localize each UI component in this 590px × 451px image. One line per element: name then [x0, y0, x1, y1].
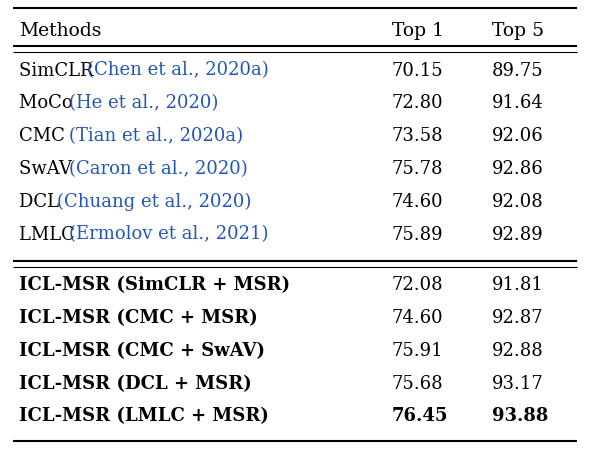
Text: 92.88: 92.88 — [491, 341, 543, 359]
Text: ICL-MSR (SimCLR + MSR): ICL-MSR (SimCLR + MSR) — [19, 276, 290, 294]
Text: ICL-MSR (CMC + MSR): ICL-MSR (CMC + MSR) — [19, 308, 258, 327]
Text: 72.80: 72.80 — [392, 94, 444, 112]
Text: (Caron et al., 2020): (Caron et al., 2020) — [69, 160, 248, 178]
Text: 75.78: 75.78 — [392, 160, 444, 178]
Text: 74.60: 74.60 — [392, 192, 444, 210]
Text: 89.75: 89.75 — [491, 61, 543, 79]
Text: MoCo: MoCo — [19, 94, 78, 112]
Text: ICL-MSR (CMC + SwAV): ICL-MSR (CMC + SwAV) — [19, 341, 265, 359]
Text: Methods: Methods — [19, 22, 101, 40]
Text: SimCLR: SimCLR — [19, 61, 99, 79]
Text: 74.60: 74.60 — [392, 308, 444, 327]
Text: 91.64: 91.64 — [491, 94, 543, 112]
Text: (Chen et al., 2020a): (Chen et al., 2020a) — [87, 61, 268, 79]
Text: (He et al., 2020): (He et al., 2020) — [69, 94, 218, 112]
Text: 75.68: 75.68 — [392, 374, 444, 392]
Text: 92.87: 92.87 — [491, 308, 543, 327]
Text: 75.91: 75.91 — [392, 341, 444, 359]
Text: 70.15: 70.15 — [392, 61, 444, 79]
Text: ICL-MSR (LMLC + MSR): ICL-MSR (LMLC + MSR) — [19, 406, 269, 424]
Text: 92.08: 92.08 — [491, 192, 543, 210]
Text: CMC: CMC — [19, 127, 71, 145]
Text: (Tian et al., 2020a): (Tian et al., 2020a) — [69, 127, 243, 145]
Text: 91.81: 91.81 — [491, 276, 543, 294]
Text: Top 1: Top 1 — [392, 22, 444, 40]
Text: 92.89: 92.89 — [491, 225, 543, 243]
Text: 92.86: 92.86 — [491, 160, 543, 178]
Text: SwAV: SwAV — [19, 160, 78, 178]
Text: DCL: DCL — [19, 192, 65, 210]
Text: 76.45: 76.45 — [392, 406, 448, 424]
Text: Top 5: Top 5 — [491, 22, 544, 40]
Text: 93.17: 93.17 — [491, 374, 543, 392]
Text: LMLC: LMLC — [19, 225, 81, 243]
Text: ICL-MSR (DCL + MSR): ICL-MSR (DCL + MSR) — [19, 374, 252, 392]
Text: (Chuang et al., 2020): (Chuang et al., 2020) — [57, 192, 251, 211]
Text: 92.06: 92.06 — [491, 127, 543, 145]
Text: 72.08: 72.08 — [392, 276, 444, 294]
Text: (Ermolov et al., 2021): (Ermolov et al., 2021) — [69, 225, 268, 243]
Text: 73.58: 73.58 — [392, 127, 444, 145]
Text: 93.88: 93.88 — [491, 406, 548, 424]
Text: 75.89: 75.89 — [392, 225, 444, 243]
